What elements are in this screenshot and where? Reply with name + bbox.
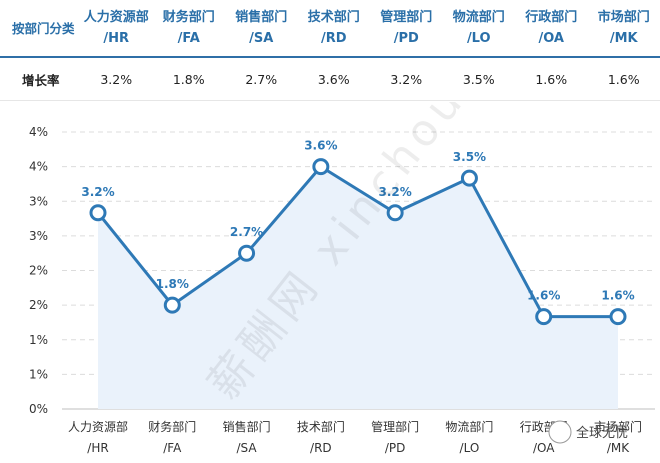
area-fill: [98, 166, 618, 409]
table-cell-oa: 1.6%: [515, 57, 588, 101]
logo-watermark: 全球无忧: [548, 420, 628, 444]
data-label: 3.2%: [81, 185, 114, 199]
column-header-fa: 财务部门/FA: [152, 0, 225, 58]
y-tick-label: 4%: [29, 125, 48, 139]
table-cell-fa: 1.8%: [152, 57, 225, 101]
table-cell-sa: 2.7%: [225, 57, 298, 101]
data-point: [386, 204, 404, 222]
x-tick-label: /LO: [460, 441, 480, 455]
column-header-rd: 技术部门/RD: [297, 0, 370, 58]
row-label: 增长率: [0, 57, 80, 101]
column-header-sa: 销售部门/SA: [225, 0, 298, 58]
x-tick-label: /MK: [607, 441, 630, 455]
y-tick-label: 1%: [29, 367, 48, 381]
x-tick-label: /FA: [163, 441, 182, 455]
x-tick-label: /HR: [87, 441, 108, 455]
data-point: [163, 296, 181, 314]
data-point: [238, 244, 256, 262]
table-row: 增长率 3.2% 1.8% 2.7% 3.6% 3.2% 3.5% 1.6% 1…: [0, 57, 660, 101]
table-cell-rd: 3.6%: [297, 57, 370, 101]
data-label: 1.6%: [527, 289, 560, 303]
growth-rate-chart: 0% 1% 1% 2% 2% 3% 3% 4% 4% 3.2% 1.8% 2.7% 3.6% 3.2% 3.…: [29, 102, 655, 455]
column-header-pd: 管理部门/PD: [370, 0, 443, 58]
y-tick-label: 1%: [29, 333, 48, 347]
data-label: 3.6%: [304, 139, 337, 153]
data-point: [89, 204, 107, 222]
x-tick-label: 技术部门: [297, 419, 345, 434]
column-header-oa: 行政部门/OA: [515, 0, 588, 58]
y-tick-label: 4%: [29, 160, 48, 174]
x-tick-label: 人力资源部: [68, 419, 128, 434]
x-tick-label: 市场部门: [594, 419, 642, 434]
x-tick-label: /OA: [533, 441, 555, 455]
x-tick-label: 销售部门: [223, 419, 271, 434]
table-cell-mk: 1.6%: [587, 57, 660, 101]
data-label: 3.2%: [379, 185, 412, 199]
x-tick-label: 物流部门: [445, 419, 493, 434]
x-tick-label: /PD: [385, 441, 406, 455]
data-label: 2.7%: [230, 225, 263, 239]
y-tick-label: 3%: [29, 194, 48, 208]
growth-rate-table: 按部门分类 人力资源部/HR 财务部门/FA 销售部门/SA 技术部门/RD 管…: [0, 0, 660, 101]
y-tick-label: 2%: [29, 264, 48, 278]
y-tick-label: 2%: [29, 298, 48, 312]
series-line: [96, 165, 618, 319]
x-tick-label: /RD: [310, 441, 332, 455]
logo-icon: [548, 420, 572, 444]
table-header-row: 按部门分类 人力资源部/HR 财务部门/FA 销售部门/SA 技术部门/RD 管…: [0, 0, 660, 58]
data-label: 1.8%: [156, 277, 189, 291]
data-label: 1.6%: [601, 289, 634, 303]
logo-text: 全球无忧: [576, 425, 628, 441]
y-tick-label: 3%: [29, 229, 48, 243]
table-corner-label: 按部门分类: [0, 0, 80, 58]
data-point: [535, 308, 553, 326]
data-point: [460, 169, 478, 187]
column-header-hr: 人力资源部/HR: [80, 0, 153, 58]
table-cell-lo: 3.5%: [442, 57, 515, 101]
x-tick-label: 财务部门: [148, 419, 196, 434]
y-tick-label: 0%: [29, 402, 48, 416]
data-point: [609, 308, 627, 326]
table-cell-pd: 3.2%: [370, 57, 443, 101]
x-tick-label: /SA: [237, 441, 258, 455]
x-tick-label: 管理部门: [371, 419, 419, 434]
data-point: [312, 158, 330, 176]
table-cell-hr: 3.2%: [80, 57, 153, 101]
department-table-section: 按部门分类 人力资源部/HR 财务部门/FA 销售部门/SA 技术部门/RD 管…: [0, 0, 660, 101]
data-label: 3.5%: [453, 150, 486, 164]
column-header-mk: 市场部门/MK: [587, 0, 660, 58]
column-header-lo: 物流部门/LO: [442, 0, 515, 58]
